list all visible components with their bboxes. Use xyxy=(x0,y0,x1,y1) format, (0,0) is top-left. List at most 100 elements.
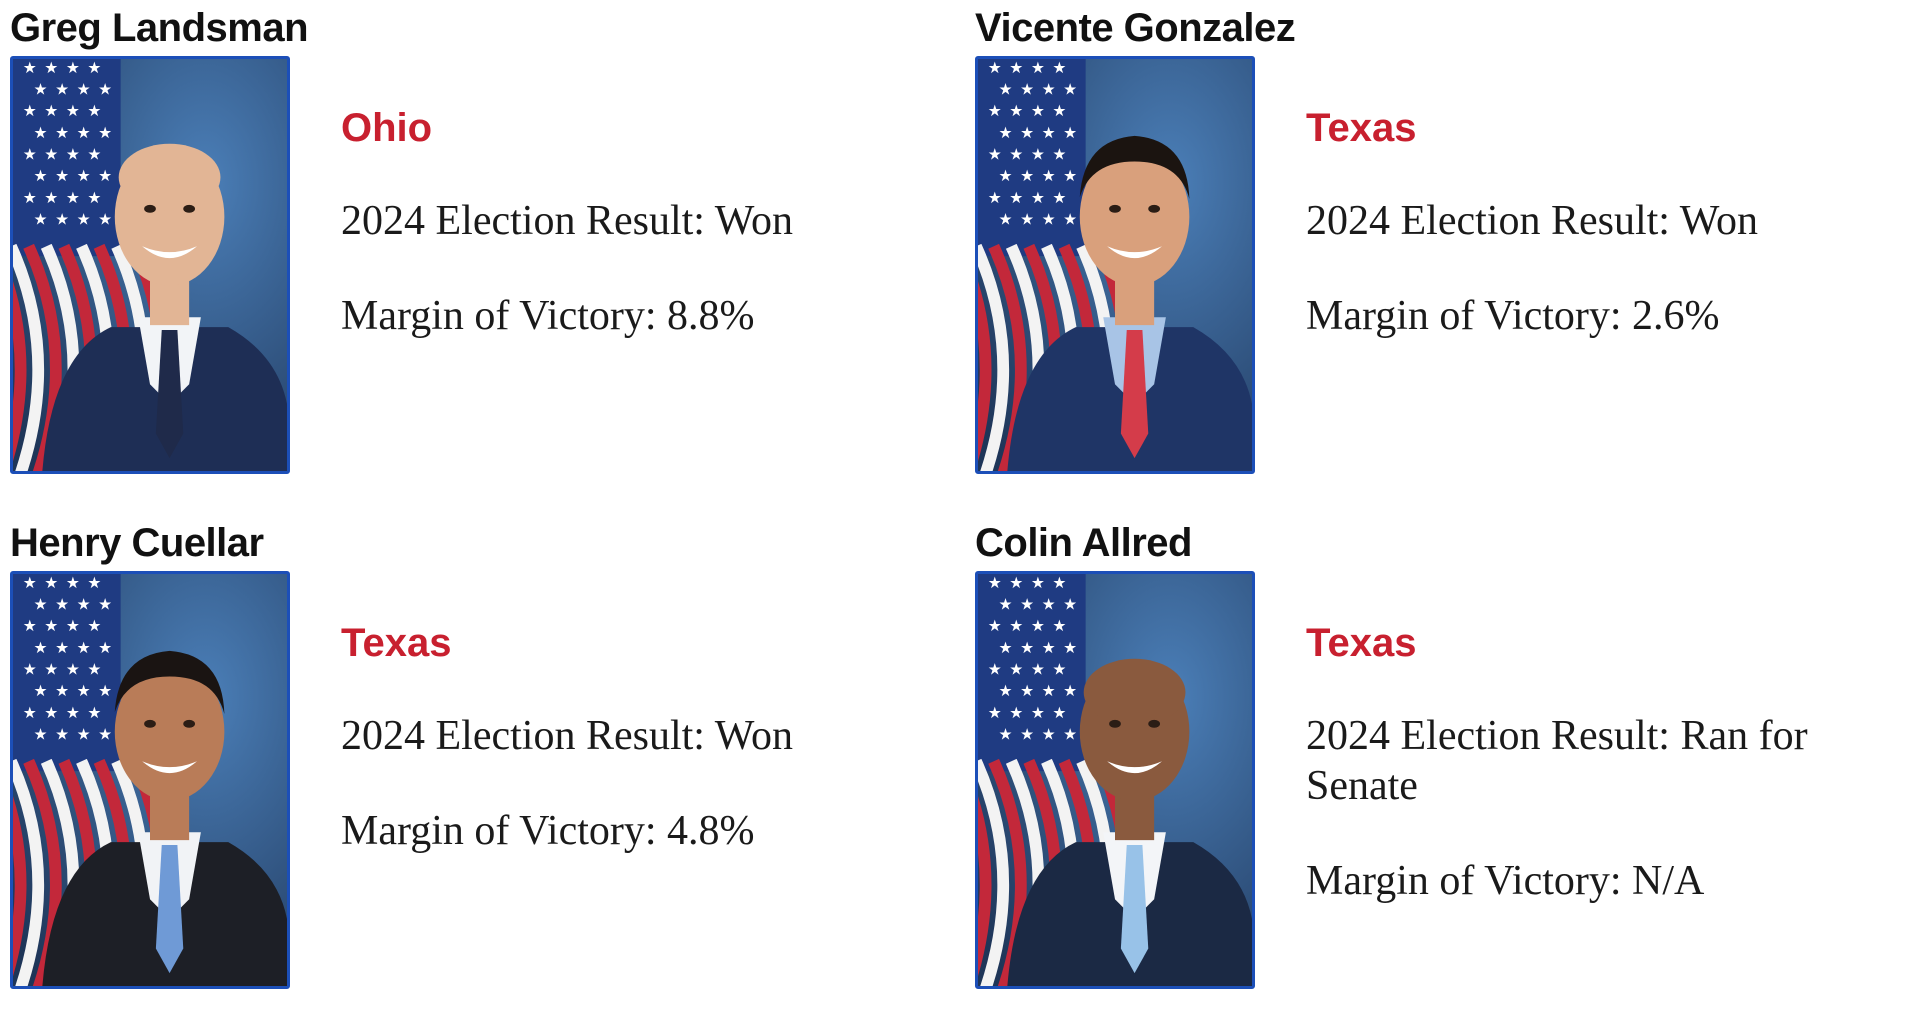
svg-text:★: ★ xyxy=(1042,638,1056,657)
svg-text:★: ★ xyxy=(1042,210,1056,229)
svg-text:★: ★ xyxy=(98,725,112,744)
candidate-state: Texas xyxy=(1306,621,1417,665)
svg-text:★: ★ xyxy=(44,574,58,592)
svg-text:★: ★ xyxy=(55,681,69,700)
svg-text:★: ★ xyxy=(1042,166,1056,185)
svg-text:★: ★ xyxy=(98,210,112,229)
svg-text:★: ★ xyxy=(77,681,91,700)
svg-text:★: ★ xyxy=(1063,681,1077,700)
svg-text:★: ★ xyxy=(98,79,112,98)
svg-text:★: ★ xyxy=(87,59,101,77)
candidate-photo: ★ ★ ★ ★ ★ ★ ★ ★ ★ ★ ★ ★ ★ ★ ★ ★ ★ ★ ★ ★ ★ ★ ★ ★ ★ ★ ★ ★ ★ ★ ★ ★ xyxy=(975,56,1255,474)
svg-text:★: ★ xyxy=(999,594,1013,613)
svg-text:★: ★ xyxy=(999,79,1013,98)
svg-text:★: ★ xyxy=(44,101,58,120)
svg-text:★: ★ xyxy=(66,574,80,592)
svg-text:★: ★ xyxy=(1063,725,1077,744)
svg-text:★: ★ xyxy=(1063,166,1077,185)
election-result: 2024 Election Result: Won xyxy=(341,713,793,759)
svg-text:★: ★ xyxy=(98,681,112,700)
svg-text:★: ★ xyxy=(1063,79,1077,98)
candidate-card-greg-landsman: Greg Landsman ★ ★ ★ ★ ★ ★ ★ ★ ★ ★ ★ ★ ★ ★ ★ ★ ★ ★ ★ ★ ★ ★ ★ ★ ★ ★… xyxy=(10,0,950,500)
svg-text:★: ★ xyxy=(77,210,91,229)
svg-text:★: ★ xyxy=(23,574,37,592)
svg-text:★: ★ xyxy=(55,725,69,744)
svg-text:★: ★ xyxy=(1031,101,1045,120)
svg-text:★: ★ xyxy=(44,59,58,77)
svg-text:★: ★ xyxy=(98,166,112,185)
svg-text:★: ★ xyxy=(34,681,48,700)
candidate-photo: ★ ★ ★ ★ ★ ★ ★ ★ ★ ★ ★ ★ ★ ★ ★ ★ ★ ★ ★ ★ ★ ★ ★ ★ ★ ★ ★ ★ ★ ★ ★ ★ xyxy=(10,56,290,474)
candidate-card-colin-allred: Colin Allred ★ ★ ★ ★ ★ ★ ★ ★ ★ ★ ★ ★ ★ ★ ★ ★ ★ ★ ★ ★ ★ ★ ★ ★ ★ ★ ★… xyxy=(975,515,1910,1015)
svg-text:★: ★ xyxy=(999,681,1013,700)
svg-text:★: ★ xyxy=(66,659,80,678)
svg-text:★: ★ xyxy=(66,101,80,120)
svg-text:★: ★ xyxy=(34,123,48,142)
svg-text:★: ★ xyxy=(1031,616,1045,635)
svg-text:★: ★ xyxy=(1009,59,1023,77)
svg-text:★: ★ xyxy=(988,659,1002,678)
election-result: 2024 Election Result: Won xyxy=(341,198,793,244)
svg-text:★: ★ xyxy=(77,638,91,657)
svg-text:★: ★ xyxy=(1031,574,1045,592)
svg-text:★: ★ xyxy=(1063,210,1077,229)
candidate-state: Texas xyxy=(341,621,452,665)
svg-text:★: ★ xyxy=(1052,616,1066,635)
svg-text:★: ★ xyxy=(34,594,48,613)
candidate-photo: ★ ★ ★ ★ ★ ★ ★ ★ ★ ★ ★ ★ ★ ★ ★ ★ ★ ★ ★ ★ ★ ★ ★ ★ ★ ★ ★ ★ ★ ★ ★ ★ xyxy=(10,571,290,989)
svg-text:★: ★ xyxy=(1020,79,1034,98)
svg-text:★: ★ xyxy=(1009,188,1023,207)
svg-text:★: ★ xyxy=(87,101,101,120)
svg-text:★: ★ xyxy=(1020,594,1034,613)
svg-text:★: ★ xyxy=(23,659,37,678)
svg-text:★: ★ xyxy=(1020,166,1034,185)
svg-text:★: ★ xyxy=(55,594,69,613)
candidate-photo: ★ ★ ★ ★ ★ ★ ★ ★ ★ ★ ★ ★ ★ ★ ★ ★ ★ ★ ★ ★ ★ ★ ★ ★ ★ ★ ★ ★ ★ ★ ★ ★ xyxy=(975,571,1255,989)
svg-text:★: ★ xyxy=(87,574,101,592)
svg-text:★: ★ xyxy=(98,638,112,657)
svg-text:★: ★ xyxy=(1020,638,1034,657)
margin-of-victory: Margin of Victory: 2.6% xyxy=(1306,293,1720,339)
svg-text:★: ★ xyxy=(1009,703,1023,722)
svg-text:★: ★ xyxy=(44,659,58,678)
svg-text:★: ★ xyxy=(1052,101,1066,120)
svg-text:★: ★ xyxy=(34,725,48,744)
svg-text:★: ★ xyxy=(988,59,1002,77)
svg-text:★: ★ xyxy=(87,616,101,635)
svg-text:★: ★ xyxy=(23,101,37,120)
svg-text:★: ★ xyxy=(87,703,101,722)
svg-text:★: ★ xyxy=(55,638,69,657)
svg-text:★: ★ xyxy=(999,210,1013,229)
svg-text:★: ★ xyxy=(1052,574,1066,592)
election-result: 2024 Election Result: Ran for Senate xyxy=(1306,713,1808,809)
svg-text:★: ★ xyxy=(1042,725,1056,744)
svg-text:★: ★ xyxy=(1009,659,1023,678)
svg-text:★: ★ xyxy=(87,659,101,678)
svg-text:★: ★ xyxy=(1020,681,1034,700)
svg-text:★: ★ xyxy=(1020,123,1034,142)
svg-text:★: ★ xyxy=(999,725,1013,744)
svg-text:★: ★ xyxy=(34,166,48,185)
svg-text:★: ★ xyxy=(1020,725,1034,744)
svg-text:★: ★ xyxy=(988,703,1002,722)
svg-text:★: ★ xyxy=(66,144,80,163)
svg-text:★: ★ xyxy=(77,79,91,98)
svg-text:★: ★ xyxy=(1063,638,1077,657)
svg-text:★: ★ xyxy=(55,166,69,185)
svg-text:★: ★ xyxy=(1052,59,1066,77)
svg-text:★: ★ xyxy=(77,594,91,613)
candidate-name: Henry Cuellar xyxy=(10,521,264,565)
svg-text:★: ★ xyxy=(1052,188,1066,207)
svg-text:★: ★ xyxy=(1009,616,1023,635)
svg-text:★: ★ xyxy=(66,616,80,635)
svg-text:★: ★ xyxy=(66,188,80,207)
svg-text:★: ★ xyxy=(1052,659,1066,678)
svg-text:★: ★ xyxy=(988,144,1002,163)
svg-text:★: ★ xyxy=(988,574,1002,592)
svg-text:★: ★ xyxy=(77,725,91,744)
svg-text:★: ★ xyxy=(66,703,80,722)
svg-text:★: ★ xyxy=(77,166,91,185)
svg-text:★: ★ xyxy=(55,79,69,98)
margin-of-victory: Margin of Victory: 8.8% xyxy=(341,293,755,339)
svg-text:★: ★ xyxy=(34,210,48,229)
